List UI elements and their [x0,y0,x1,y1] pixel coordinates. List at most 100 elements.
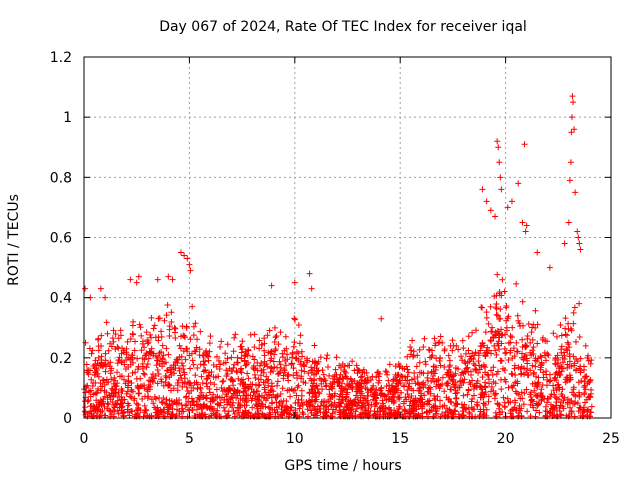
points-layer [81,93,595,420]
roti-point [279,385,286,392]
roti-point [291,315,298,322]
roti-point [519,336,526,343]
roti-point [275,371,282,378]
roti-point [150,379,157,386]
roti-point [315,389,322,396]
roti-point [333,404,340,411]
roti-point [250,389,257,396]
roti-point [369,373,376,380]
roti-point [328,402,335,409]
roti-point [575,234,582,241]
roti-point [349,358,356,365]
roti-point [473,382,480,389]
roti-point [338,394,345,401]
roti-point [452,402,459,409]
roti-point [331,390,338,397]
roti-point [413,363,420,370]
roti-point [517,395,524,402]
roti-point [155,353,162,360]
roti-point [547,401,554,408]
roti-point [282,333,289,340]
roti-point [488,383,495,390]
roti-point [162,379,169,386]
roti-point [344,362,351,369]
y-tick-label: 1 [63,110,72,126]
roti-point [546,371,553,378]
roti-point [260,403,267,410]
roti-point [239,379,246,386]
roti-point [169,411,176,418]
roti-point [232,331,239,338]
roti-point [450,381,457,388]
roti-point [179,405,186,412]
roti-point [81,398,88,405]
roti-point [576,404,583,411]
y-tick-label: 0.2 [50,351,72,367]
roti-point [539,382,546,389]
roti-point [103,379,110,386]
roti-point [535,400,542,407]
roti-point [155,334,162,341]
roti-point [581,384,588,391]
roti-point [472,327,479,334]
roti-point [148,314,155,321]
roti-point [406,402,413,409]
roti-point [376,411,383,418]
roti-point [182,394,189,401]
roti-point [99,376,106,383]
roti-point [568,129,575,136]
roti-point [432,340,439,347]
roti-point [332,366,339,373]
roti-point [572,189,579,196]
roti-point [474,377,481,384]
roti-point [122,365,129,372]
roti-point [495,342,502,349]
roti-point [283,345,290,352]
roti-point [127,276,134,283]
roti-point [313,370,320,377]
roti-point [256,362,263,369]
roti-point [411,370,418,377]
roti-point [139,395,146,402]
roti-point [165,351,172,358]
roti-point [401,383,408,390]
roti-point [160,395,167,402]
roti-point [128,352,135,359]
roti-point [155,371,162,378]
roti-point [485,320,492,327]
roti-point [557,402,564,409]
roti-point [82,285,89,292]
roti-point [200,352,207,359]
roti-point [452,408,459,415]
roti-point [351,398,358,405]
roti-point [418,380,425,387]
roti-point [434,393,441,400]
roti-point [95,399,102,406]
roti-point [315,367,322,374]
roti-point [198,405,205,412]
roti-point [447,386,454,393]
roti-point [129,408,136,415]
roti-point [415,387,422,394]
roti-point [553,395,560,402]
roti-point [189,303,196,310]
roti-point [305,398,312,405]
roti-point [496,330,503,337]
roti-point [279,354,286,361]
roti-point [550,330,557,337]
roti-point [578,377,585,384]
roti-point [371,390,378,397]
roti-point [102,357,109,364]
roti-point [508,370,515,377]
roti-point [580,406,587,413]
roti-point [514,348,521,355]
roti-point [486,380,493,387]
roti-point [226,385,233,392]
roti-point [379,405,386,412]
roti-point [267,350,274,357]
roti-point [552,360,559,367]
roti-point [512,407,519,414]
roti-point [329,394,336,401]
roti-point [91,404,98,411]
